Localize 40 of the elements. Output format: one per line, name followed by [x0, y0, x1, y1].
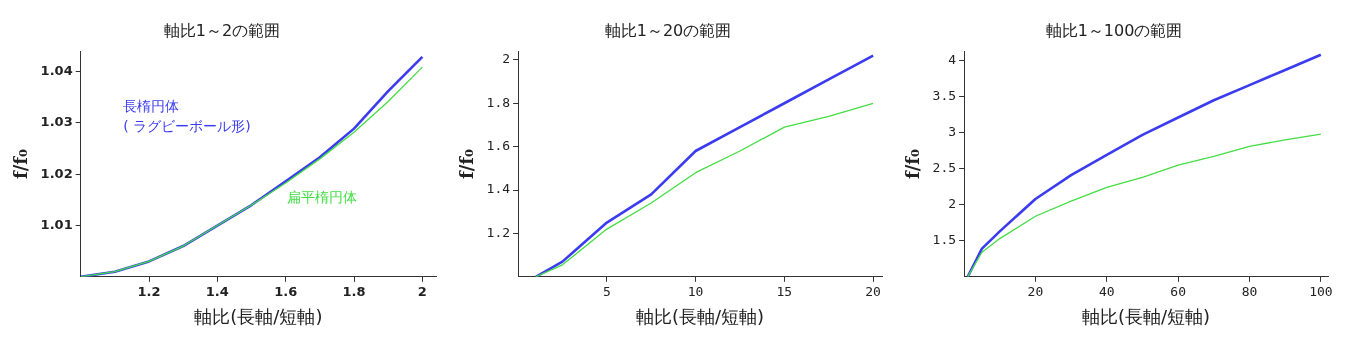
x-tick-label: 40 [1098, 283, 1115, 299]
chart-title: 軸比1～2の範囲 [163, 20, 281, 40]
x-tick-label: 1.6 [274, 283, 298, 299]
x-axis-title: 軸比(長軸/短軸) [194, 305, 323, 327]
x-tick-label: 1.2 [137, 283, 161, 299]
y-tick-label: 1.4 [486, 181, 511, 197]
y-tick-label: 1.01 [40, 216, 73, 232]
y-tick-label: 4 [948, 51, 957, 67]
y-tick-label: 1.6 [486, 138, 511, 154]
y-tick-label: 2 [502, 51, 511, 67]
x-tick-label: 15 [776, 283, 793, 299]
y-tick-label: 1.03 [40, 114, 73, 130]
y-tick-label: 1.02 [40, 165, 73, 181]
x-axis-title: 軸比(長軸/短軸) [635, 305, 765, 327]
y-tick-label: 2.5 [932, 160, 957, 176]
y-tick-label: 1.5 [932, 232, 957, 248]
x-tick-label: 100 [1309, 283, 1333, 299]
x-tick-label: 5 [602, 283, 611, 299]
y-tick-label: 1.8 [486, 94, 511, 110]
chart-title: 軸比1～20の範囲 [604, 20, 732, 40]
y-tick-label: 3 [948, 124, 957, 140]
text: 長楕円体 ( ラグビーボール形) [123, 98, 251, 135]
x-tick-label: 60 [1170, 283, 1186, 299]
x-tick-label: 10 [687, 283, 704, 299]
y-tick-label: 2 [948, 196, 957, 212]
series-label: 扁平楕円体 [286, 188, 357, 205]
x-tick-label: 20 [865, 283, 881, 299]
y-tick-label: 1.2 [486, 224, 511, 240]
y-tick-label: 3.5 [932, 87, 957, 103]
y-axis-title: f/f₀ [902, 148, 924, 179]
x-axis-title: 軸比(長軸/短軸) [1081, 305, 1211, 327]
x-tick-label: 1.4 [205, 283, 229, 299]
y-axis-title: f/f₀ [10, 148, 32, 179]
y-tick-label: 1.04 [40, 63, 73, 79]
x-tick-label: 20 [1027, 283, 1044, 299]
chart-title: 軸比1～100の範囲 [1045, 20, 1183, 40]
y-axis-title: f/f₀ [456, 148, 478, 179]
x-tick-label: 2 [417, 283, 427, 299]
x-tick-label: 1.8 [342, 283, 366, 299]
x-tick-label: 80 [1241, 283, 1258, 299]
